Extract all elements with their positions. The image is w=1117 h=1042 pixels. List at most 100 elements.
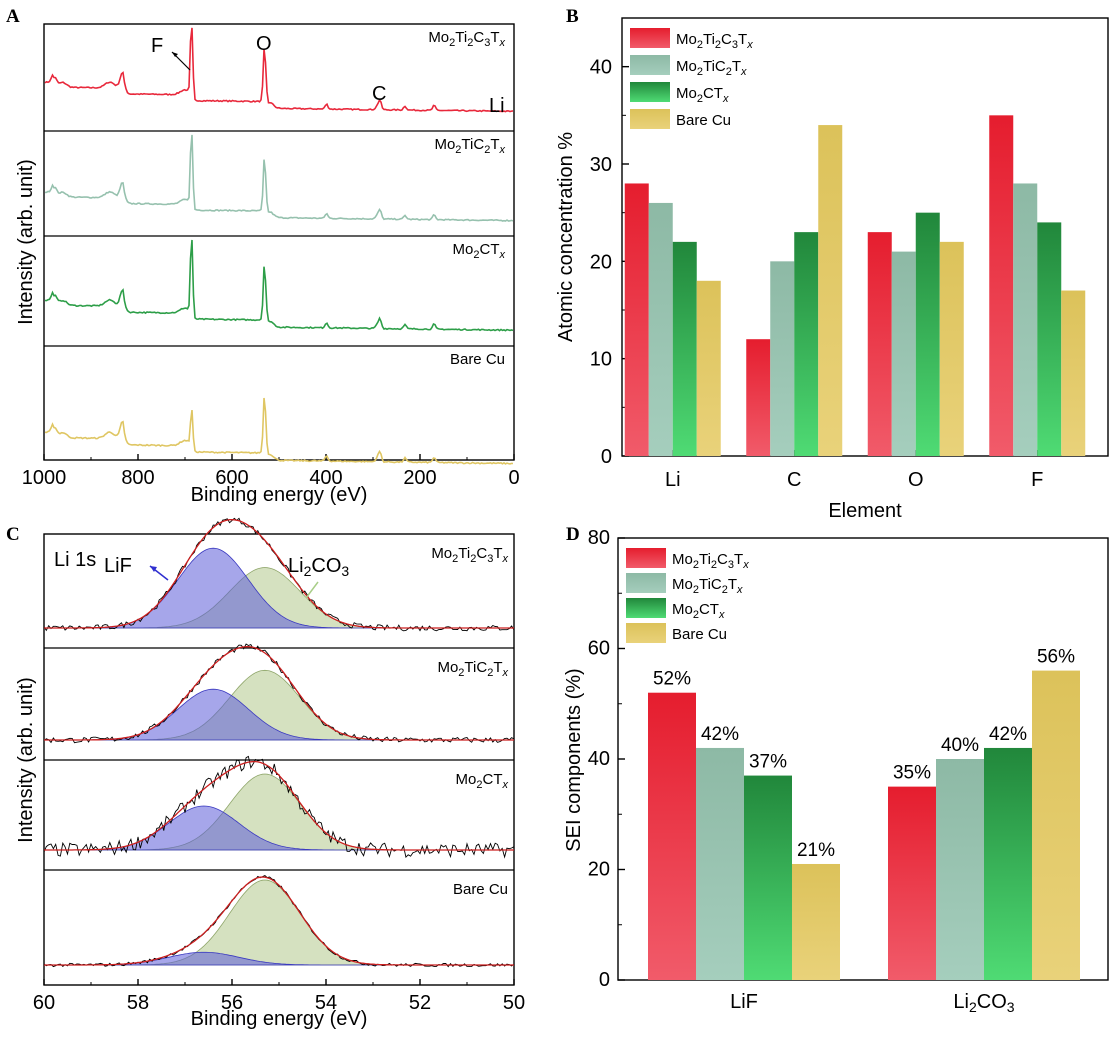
panel-d-legend-swatch-m2 bbox=[626, 573, 666, 593]
panel-d-value-label: 52% bbox=[653, 669, 691, 690]
panel-c-xtick-label: 60 bbox=[33, 992, 55, 1014]
panel-a-series-label: Mo2CTx bbox=[453, 241, 506, 261]
panel-b-legend-swatch-m1 bbox=[630, 82, 670, 102]
panel-b-ytick-label: 40 bbox=[590, 57, 612, 79]
panel-a-series-label: Bare Cu bbox=[450, 351, 505, 368]
panel-label-a: A bbox=[6, 6, 20, 27]
panel-d-ytick-label: 60 bbox=[588, 638, 610, 660]
panel-a-spectrum-m1 bbox=[44, 239, 514, 332]
panel-c-raw-data-m3 bbox=[43, 517, 515, 632]
panel-b-legend-swatch-bare bbox=[630, 109, 670, 129]
panel-c-fit-envelope-bare bbox=[44, 876, 514, 966]
panel-b-bar-m1-li bbox=[672, 241, 697, 456]
panel-d-legend-label-m2: Mo2TiC2Tx bbox=[672, 576, 743, 596]
panel-c-fit-envelope-m3 bbox=[44, 519, 514, 629]
panel-b-bar-bare-li bbox=[696, 280, 721, 456]
panel-d-ylabel: SEI components (%) bbox=[563, 668, 585, 851]
panel-d-legend-swatch-bare bbox=[626, 623, 666, 643]
panel-d-legend-label-m1: Mo2CTx bbox=[672, 601, 725, 621]
panel-a-frame bbox=[43, 23, 515, 461]
panel-a-spectrum-m2 bbox=[44, 134, 514, 222]
panel-b-category-label: O bbox=[908, 469, 924, 491]
panel-label-d: D bbox=[566, 524, 580, 545]
panel-d-bar-m1-0 bbox=[744, 775, 792, 980]
panel-a-annotation-o: O bbox=[256, 33, 272, 55]
panel-a-annotation-li: Li bbox=[489, 95, 505, 117]
panel-b-bar-m2-c bbox=[770, 261, 795, 456]
panel-d-bar-m3-1 bbox=[888, 786, 936, 980]
panel-d-bar-bare-0 bbox=[792, 863, 840, 980]
panel-b-bar-bare-o bbox=[939, 241, 964, 456]
panel-b-legend-swatch-m2 bbox=[630, 55, 670, 75]
panel-d-value-label: 37% bbox=[749, 752, 787, 773]
panel-d-bar-m1-1 bbox=[984, 747, 1032, 980]
panel-b-bar-m3-c bbox=[746, 339, 771, 456]
panel-d-value-label: 42% bbox=[701, 724, 739, 745]
panel-label-c: C bbox=[6, 524, 20, 545]
panel-b-ytick-label: 10 bbox=[590, 349, 612, 371]
panel-a-xtick-label: 400 bbox=[309, 467, 342, 489]
panel-a-annotation-c: C bbox=[372, 83, 386, 105]
panel-c-li2co3-arrow bbox=[305, 581, 319, 599]
panel-b-ytick-label: 30 bbox=[590, 154, 612, 176]
panel-c-xtick-label: 56 bbox=[221, 992, 243, 1014]
panel-b-bar-m3-f bbox=[989, 115, 1014, 456]
panel-b-bar-bare-c bbox=[818, 125, 843, 457]
panel-d-value-label: 40% bbox=[941, 735, 979, 756]
panel-a-xtick-label: 0 bbox=[508, 467, 519, 489]
panel-c-annotation-li2co3: Li2CO3 bbox=[288, 555, 349, 579]
panel-d-value-label: 21% bbox=[797, 840, 835, 861]
panel-d-bar-m2-0 bbox=[696, 747, 744, 980]
panel-c-region-label: Li 1s bbox=[54, 549, 96, 571]
panel-c-xtick-label: 52 bbox=[409, 992, 431, 1014]
panel-a-xtick-label: 1000 bbox=[22, 467, 67, 489]
panel-c-annotation-lif: LiF bbox=[104, 555, 132, 577]
panel-d-ytick-label: 0 bbox=[599, 969, 610, 991]
panel-c-series-label: Mo2TiC2Tx bbox=[437, 659, 508, 679]
panel-b-legend-label-m3: Mo2Ti2C3Tx bbox=[676, 31, 753, 51]
panel-a-xtick-label: 600 bbox=[215, 467, 248, 489]
panel-d-bar-m3-0 bbox=[648, 692, 696, 980]
panel-b-legend-swatch-m3 bbox=[630, 28, 670, 48]
panel-b-bar-m3-li bbox=[624, 183, 649, 456]
panel-c-ylabel: Intensity (arb. unit) bbox=[15, 677, 37, 843]
panel-b-bar-m1-o bbox=[915, 212, 940, 456]
panel-c-li2co3-area-m1 bbox=[44, 773, 514, 851]
panel-c-lif-arrowhead bbox=[150, 566, 157, 572]
panel-a-xtick-label: 200 bbox=[403, 467, 436, 489]
panel-b-bar-m3-o bbox=[867, 232, 892, 456]
panel-c-raw-data-bare bbox=[43, 874, 515, 968]
panel-b-category-label: Li bbox=[665, 469, 681, 491]
panel-a-ylabel: Intensity (arb. unit) bbox=[15, 159, 37, 325]
panel-b-xlabel: Element bbox=[828, 500, 902, 522]
panel-b-frame bbox=[621, 17, 1109, 457]
panel-b-legend-label-m1: Mo2CTx bbox=[676, 85, 729, 105]
panel-b-bar-bare-f bbox=[1061, 290, 1086, 456]
panel-c-fit-envelope-m1 bbox=[44, 760, 514, 851]
panel-d-legend-swatch-m1 bbox=[626, 598, 666, 618]
panel-d-value-label: 35% bbox=[893, 763, 931, 784]
panel-b-bar-m2-f bbox=[1013, 183, 1038, 456]
panel-d-category-label: LiF bbox=[730, 991, 758, 1013]
panel-b-bar-m2-li bbox=[648, 202, 673, 456]
panel-a-annotation-f: F bbox=[151, 35, 163, 57]
panel-d-legend-label-m3: Mo2Ti2C3Tx bbox=[672, 551, 749, 571]
panel-c-series-label: Mo2CTx bbox=[456, 771, 509, 791]
panel-label-b: B bbox=[566, 6, 579, 27]
panel-c-series-label: Bare Cu bbox=[453, 881, 508, 898]
panel-c-series-label: Mo2Ti2C3Tx bbox=[431, 545, 508, 565]
panel-d-ytick-label: 40 bbox=[588, 748, 610, 770]
panel-d-ytick-label: 20 bbox=[588, 859, 610, 881]
panel-c-xlabel: Binding energy (eV) bbox=[191, 1008, 368, 1030]
panel-d-legend-label-bare: Bare Cu bbox=[672, 626, 727, 643]
panel-b-legend-label-bare: Bare Cu bbox=[676, 112, 731, 129]
panel-b-category-label: F bbox=[1031, 469, 1043, 491]
panel-d-ytick-label: 80 bbox=[588, 527, 610, 549]
panel-c-xtick-label: 50 bbox=[503, 992, 525, 1014]
panel-c-fit-envelope-m2 bbox=[44, 646, 514, 741]
panel-b-bar-m1-f bbox=[1037, 222, 1062, 456]
panel-c-xtick-label: 58 bbox=[127, 992, 149, 1014]
panel-a-spectrum-bare bbox=[44, 397, 514, 465]
